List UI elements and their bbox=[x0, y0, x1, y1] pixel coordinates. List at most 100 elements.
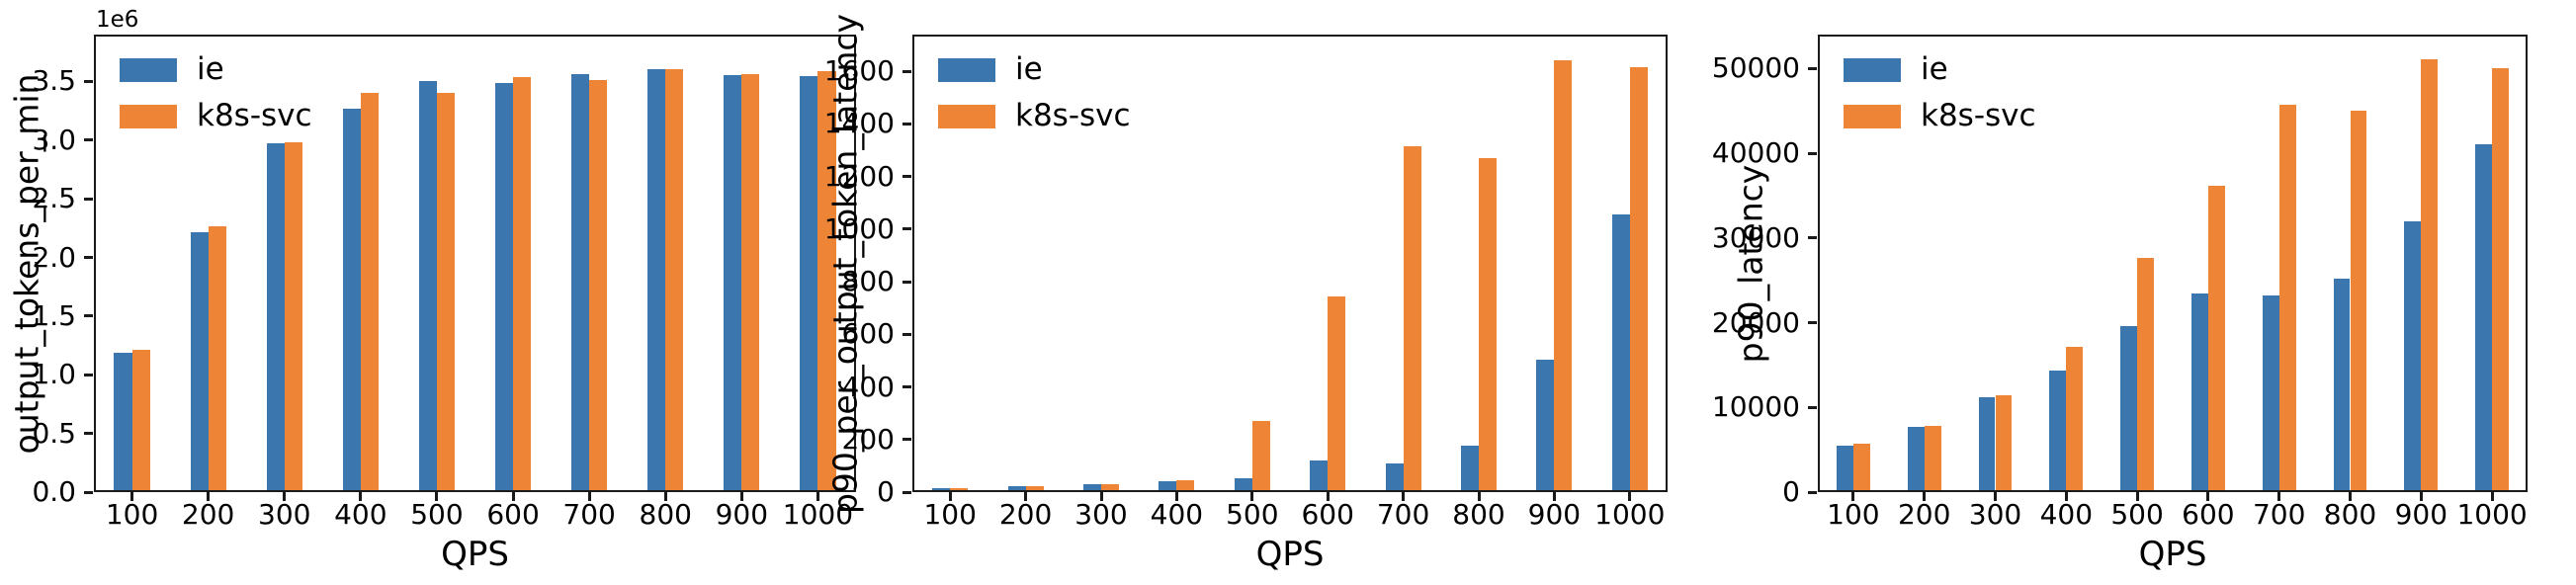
y-tick-label: 2.0 bbox=[32, 240, 76, 274]
bar-k8s-svc-qps-800 bbox=[1479, 157, 1497, 490]
bar-ie-qps-100 bbox=[1837, 445, 1853, 490]
bar-ie-qps-900 bbox=[2404, 221, 2422, 490]
bar-ie-qps-900 bbox=[1536, 360, 1555, 490]
x-tick-label: 300 bbox=[1968, 498, 2022, 531]
x-tick-label: 100 bbox=[923, 498, 977, 531]
bar-k8s-svc-qps-700 bbox=[2278, 104, 2296, 490]
bar-k8s-svc-qps-300 bbox=[284, 142, 302, 490]
y-tick-mark bbox=[1808, 151, 1817, 155]
y-tick-mark bbox=[902, 69, 911, 73]
x-tick-mark bbox=[739, 492, 743, 501]
y-tick-label: 1200 bbox=[823, 159, 895, 193]
x-tick-mark bbox=[511, 492, 515, 501]
legend-entry-ie: ie bbox=[1844, 54, 2036, 85]
x-tick-label: 900 bbox=[1527, 498, 1582, 531]
y-tick-mark bbox=[902, 332, 911, 336]
legend-swatch-k8s-svc bbox=[1844, 104, 1901, 128]
bar-ie-qps-700 bbox=[571, 73, 590, 490]
x-tick-label: 500 bbox=[410, 498, 464, 531]
y-tick-mark bbox=[902, 280, 911, 284]
y-tick-mark bbox=[1808, 236, 1817, 240]
bar-ie-qps-500 bbox=[1234, 477, 1252, 490]
bar-k8s-svc-qps-300 bbox=[1995, 394, 2013, 490]
x-tick-mark bbox=[2490, 492, 2494, 501]
legend-label-k8s-svc: k8s-svc bbox=[1921, 98, 2036, 133]
x-tick-mark bbox=[1326, 492, 1330, 501]
y-tick-mark bbox=[84, 79, 93, 83]
x-tick-mark bbox=[1552, 492, 1556, 501]
legend-label-ie: ie bbox=[1015, 51, 1043, 87]
legend-swatch-k8s-svc bbox=[120, 104, 177, 128]
x-tick-label: 700 bbox=[2252, 498, 2306, 531]
plot-area: ie k8s-svc bbox=[912, 35, 1668, 492]
y-tick-label: 0 bbox=[1782, 475, 1800, 508]
bar-ie-qps-300 bbox=[1083, 484, 1101, 490]
y-tick-label: 3.0 bbox=[32, 123, 76, 156]
x-tick-label: 400 bbox=[334, 498, 387, 531]
y-tick-label: 0.5 bbox=[32, 416, 76, 450]
y-tick-label: 1.0 bbox=[32, 358, 76, 391]
x-tick-label: 700 bbox=[1376, 498, 1430, 531]
x-tick-label: 800 bbox=[1452, 498, 1505, 531]
bar-k8s-svc-qps-700 bbox=[1403, 145, 1421, 490]
legend: ie k8s-svc bbox=[1844, 54, 2036, 131]
y-tick-label: 20000 bbox=[1711, 305, 1800, 339]
x-tick-mark bbox=[2277, 492, 2281, 501]
x-tick-mark bbox=[1477, 492, 1481, 501]
bar-ie-qps-100 bbox=[114, 353, 132, 490]
y-axis-offset-label: 1e6 bbox=[96, 7, 139, 33]
plot-area: ie k8s-svc bbox=[1818, 35, 2528, 492]
bar-ie-qps-400 bbox=[2049, 371, 2067, 490]
x-tick-label: 100 bbox=[105, 498, 159, 531]
x-tick-label: 700 bbox=[562, 498, 616, 531]
x-tick-mark bbox=[587, 492, 591, 501]
y-tick-mark bbox=[902, 438, 911, 442]
x-tick-mark bbox=[1024, 492, 1028, 501]
y-tick-mark bbox=[84, 138, 93, 142]
x-tick-label: 500 bbox=[1226, 498, 1279, 531]
x-tick-mark bbox=[1174, 492, 1178, 501]
legend-entry-k8s-svc: k8s-svc bbox=[938, 101, 1131, 131]
x-tick-label: 600 bbox=[1301, 498, 1354, 531]
legend-entry-ie: ie bbox=[120, 54, 312, 85]
bar-k8s-svc-qps-400 bbox=[2066, 346, 2084, 490]
bar-ie-qps-700 bbox=[1385, 462, 1404, 490]
y-tick-label: 400 bbox=[841, 370, 895, 403]
y-tick-label: 600 bbox=[841, 317, 895, 351]
x-tick-mark bbox=[1628, 492, 1632, 501]
bar-ie-qps-500 bbox=[2120, 326, 2138, 490]
legend-entry-ie: ie bbox=[938, 54, 1131, 85]
x-tick-label: 800 bbox=[2323, 498, 2377, 531]
bar-ie-qps-300 bbox=[1978, 396, 1996, 490]
legend-swatch-ie bbox=[1844, 57, 1901, 82]
legend-label-ie: ie bbox=[197, 51, 224, 87]
legend: ie k8s-svc bbox=[938, 54, 1131, 131]
y-tick-label: 3.5 bbox=[32, 64, 76, 98]
bar-k8s-svc-qps-600 bbox=[1328, 295, 1346, 490]
bar-ie-qps-800 bbox=[647, 68, 666, 490]
y-tick-label: 40000 bbox=[1711, 136, 1800, 170]
bar-k8s-svc-qps-600 bbox=[2207, 186, 2225, 490]
bar-ie-qps-600 bbox=[494, 83, 514, 490]
x-tick-mark bbox=[283, 492, 287, 501]
bar-k8s-svc-qps-900 bbox=[741, 73, 760, 490]
bar-ie-qps-1000 bbox=[1611, 214, 1630, 490]
x-tick-mark bbox=[1994, 492, 1997, 501]
plot-area: ie k8s-svc bbox=[94, 35, 856, 492]
y-tick-mark bbox=[84, 314, 93, 318]
y-tick-mark bbox=[84, 373, 93, 376]
bar-k8s-svc-qps-400 bbox=[360, 92, 379, 490]
x-axis-label: QPS bbox=[2138, 535, 2207, 574]
bar-k8s-svc-qps-100 bbox=[1852, 444, 1870, 490]
bar-k8s-svc-qps-1000 bbox=[1629, 66, 1648, 490]
x-tick-mark bbox=[948, 492, 952, 501]
bar-ie-qps-700 bbox=[2262, 294, 2279, 490]
x-tick-label: 400 bbox=[2039, 498, 2094, 531]
x-tick-mark bbox=[1402, 492, 1406, 501]
bar-k8s-svc-qps-200 bbox=[1924, 425, 1941, 490]
x-tick-mark bbox=[435, 492, 439, 501]
